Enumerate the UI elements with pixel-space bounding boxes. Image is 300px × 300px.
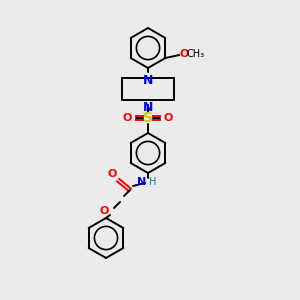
Text: O: O [108, 169, 117, 179]
Text: O: O [100, 206, 109, 216]
Text: CH₃: CH₃ [186, 49, 204, 59]
Text: N: N [143, 101, 153, 114]
Text: O: O [123, 113, 132, 123]
Text: S: S [143, 111, 153, 125]
Text: N: N [137, 177, 146, 187]
Text: O: O [164, 113, 173, 123]
Text: O: O [179, 49, 189, 59]
Text: N: N [143, 74, 153, 87]
Text: H: H [149, 177, 156, 187]
